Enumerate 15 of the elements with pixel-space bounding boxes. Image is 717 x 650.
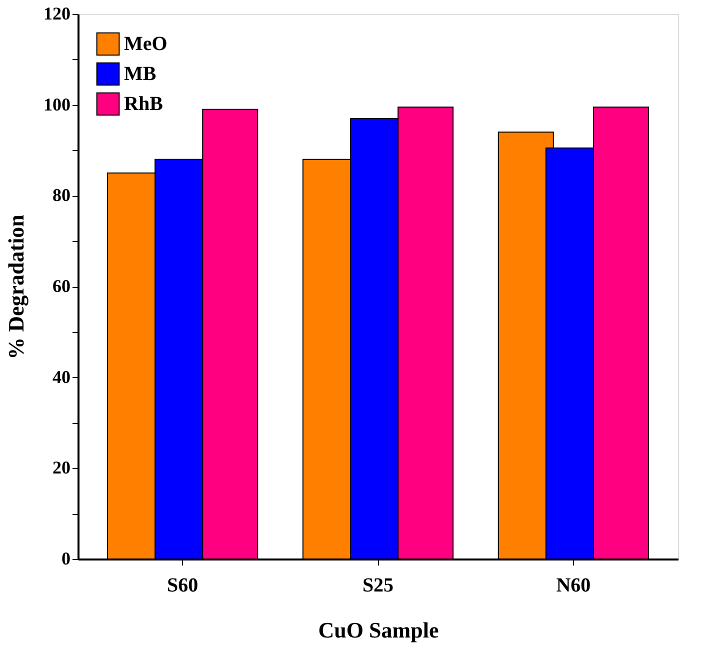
y-tick-label: 20 xyxy=(52,458,70,478)
y-tick-label: 100 xyxy=(44,94,70,114)
y-tick-label: 80 xyxy=(52,185,70,206)
legend-label: MeO xyxy=(124,33,168,55)
y-tick-label: 60 xyxy=(52,276,70,296)
y-tick-label: 0 xyxy=(62,548,70,568)
y-tick-label: 40 xyxy=(52,366,70,387)
legend-label: MB xyxy=(124,63,156,85)
x-tick-label: S60 xyxy=(167,574,198,596)
x-tick-label: S25 xyxy=(362,574,394,596)
y-tick-label: 120 xyxy=(44,4,70,24)
y-axis-title: % Degradation xyxy=(4,214,28,360)
x-axis-title: CuO Sample xyxy=(318,618,439,642)
x-tick-label: N60 xyxy=(556,574,591,596)
legend-label: RhB xyxy=(124,93,163,115)
